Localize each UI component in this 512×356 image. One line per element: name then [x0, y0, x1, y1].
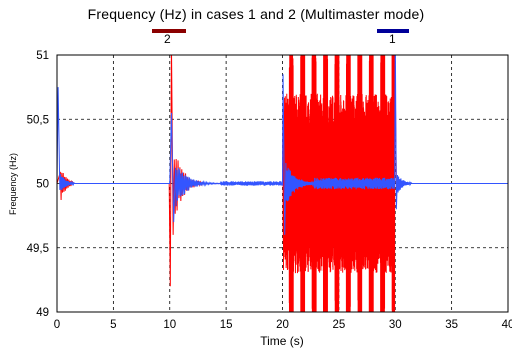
y-tick-label: 49 — [36, 307, 49, 319]
y-tick-label: 50,5 — [27, 114, 49, 126]
x-axis-label: Time (s) — [260, 334, 304, 348]
x-tick-label: 10 — [163, 319, 176, 331]
y-axis-label: Frequency (Hz) — [8, 153, 18, 215]
legend-swatch-series-2 — [152, 29, 186, 33]
plot-frame — [56, 54, 509, 313]
x-tick-label: 40 — [502, 319, 512, 331]
y-tick-label: 50 — [36, 179, 49, 191]
x-tick-label: 5 — [110, 319, 116, 331]
y-tick-label: 49,5 — [27, 243, 49, 255]
legend-label-series-2: 2 — [164, 32, 171, 46]
x-tick-label: 15 — [220, 319, 233, 331]
x-tick-label: 20 — [276, 319, 289, 331]
series-2-line — [57, 55, 399, 312]
y-tick-label: 51 — [36, 50, 49, 62]
series-1-line — [57, 55, 508, 235]
tick-labels: 0 5 10 15 20 25 30 35 40 51 50,5 50 49,5 49 — [27, 50, 512, 331]
x-tick-label: 25 — [332, 319, 345, 331]
x-tick-label: 30 — [389, 319, 402, 331]
chart-title: Frequency (Hz) in cases 1 and 2 (Multima… — [87, 6, 425, 22]
series-lines — [57, 55, 508, 312]
x-tick-label: 0 — [54, 319, 60, 331]
x-tick-label: 35 — [445, 319, 458, 331]
legend-label-series-1: 1 — [389, 32, 396, 46]
legend-swatch-series-1 — [377, 29, 409, 33]
